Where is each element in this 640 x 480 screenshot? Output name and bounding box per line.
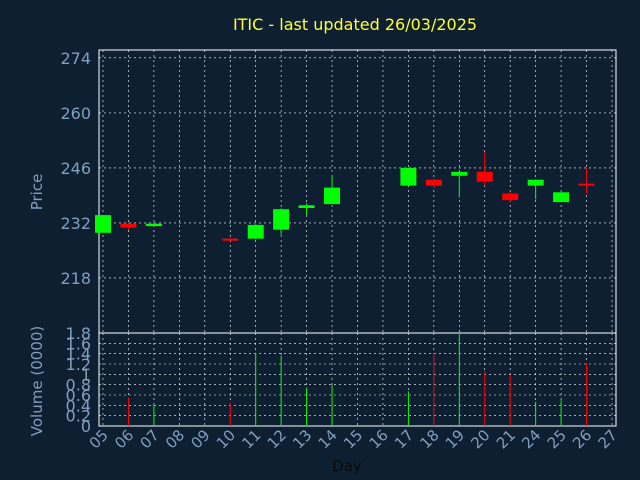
candle — [425, 178, 442, 189]
candle — [527, 179, 544, 200]
candle — [145, 223, 162, 227]
day-tick-label: 12 — [264, 426, 290, 452]
candle — [273, 208, 290, 235]
day-tick-label: 17 — [391, 426, 417, 452]
candle — [451, 171, 468, 198]
volume-tick-label: 0.4 — [66, 396, 91, 415]
volume-axis-label: Volume (0000) — [28, 326, 46, 436]
chart-title: ITIC - last updated 26/03/2025 — [233, 15, 477, 34]
volume-tick-label: 1.6 — [66, 334, 91, 353]
day-tick-label: 06 — [111, 426, 137, 452]
day-tick-label: 18 — [416, 426, 442, 452]
candle — [476, 152, 493, 186]
volume-tick-label: 0 — [81, 417, 91, 436]
candle — [502, 192, 519, 202]
day-tick-label: 11 — [238, 426, 264, 452]
candle — [400, 167, 417, 187]
day-tick-label: 19 — [442, 426, 468, 452]
price-tick-label: 246 — [60, 159, 91, 178]
candle-body — [247, 224, 264, 239]
day-axis-label: Day — [332, 457, 362, 475]
volume-tick-label: 1.2 — [66, 355, 91, 374]
day-tick-label: 08 — [162, 426, 188, 452]
volume-panel: 00.20.40.60.811.21.41.61.8 Volume (0000) — [28, 324, 617, 436]
day-tick-label: 27 — [595, 426, 621, 452]
day-tick-label: 07 — [136, 426, 162, 452]
volume-bars — [127, 333, 588, 426]
day-tick-label: 21 — [493, 426, 519, 452]
candle-body — [120, 223, 137, 228]
candle-body — [95, 215, 111, 233]
candle — [95, 215, 111, 233]
day-tick-label: 24 — [518, 426, 544, 452]
candle-body — [145, 223, 162, 227]
volume-tick-label: 1 — [81, 365, 91, 384]
candle-body — [425, 179, 442, 186]
candle-body — [527, 179, 544, 186]
day-tick-label: 14 — [315, 426, 341, 452]
day-tick-label: 16 — [366, 426, 392, 452]
candle — [222, 237, 239, 241]
volume-tick-label: 0.6 — [66, 386, 91, 405]
candle-body — [400, 167, 417, 186]
candle — [324, 175, 341, 205]
candle — [120, 222, 137, 230]
candle-body — [476, 171, 493, 182]
candle-body — [324, 187, 341, 205]
price-panel: 218 232 246 260 274 Price — [28, 49, 617, 334]
price-tick-label: 274 — [60, 49, 91, 68]
day-tick-label: 25 — [544, 426, 570, 452]
volume-tick-label: 1.4 — [66, 345, 91, 364]
candle — [578, 167, 595, 194]
day-tick-label: 20 — [467, 426, 493, 452]
candle — [247, 224, 264, 240]
day-axis-ticks: 05 06 07 08 09 10 11 12 13 14 15 16 17 18 19 20 21 24 25 26… — [86, 426, 621, 452]
candle-body — [451, 171, 468, 176]
day-tick-label: 10 — [213, 426, 239, 452]
candle-body — [222, 238, 239, 241]
price-tick-label: 218 — [60, 269, 91, 288]
volume-tick-label: 0.2 — [66, 407, 91, 426]
price-axis-ticks: 218 232 246 260 274 — [60, 49, 91, 288]
day-tick-label: 09 — [187, 426, 213, 452]
price-axis-label: Price — [28, 174, 46, 211]
candle-body — [578, 183, 595, 186]
price-tick-label: 232 — [60, 214, 91, 233]
volume-tick-label: 1.8 — [66, 324, 91, 343]
candle — [298, 203, 315, 216]
price-tick-label: 260 — [60, 104, 91, 123]
day-tick-label: 13 — [289, 426, 315, 452]
volume-tick-label: 0.8 — [66, 376, 91, 395]
volume-grid — [99, 332, 616, 427]
candle-body — [298, 205, 315, 209]
candle — [553, 192, 570, 203]
candles — [95, 152, 595, 241]
candle-body — [553, 192, 570, 203]
candle-body — [273, 209, 290, 230]
day-tick-label: 26 — [569, 426, 595, 452]
day-tick-label: 15 — [340, 426, 366, 452]
volume-axis-ticks: 00.20.40.60.811.21.41.61.8 — [66, 324, 91, 436]
candle-body — [502, 193, 519, 201]
